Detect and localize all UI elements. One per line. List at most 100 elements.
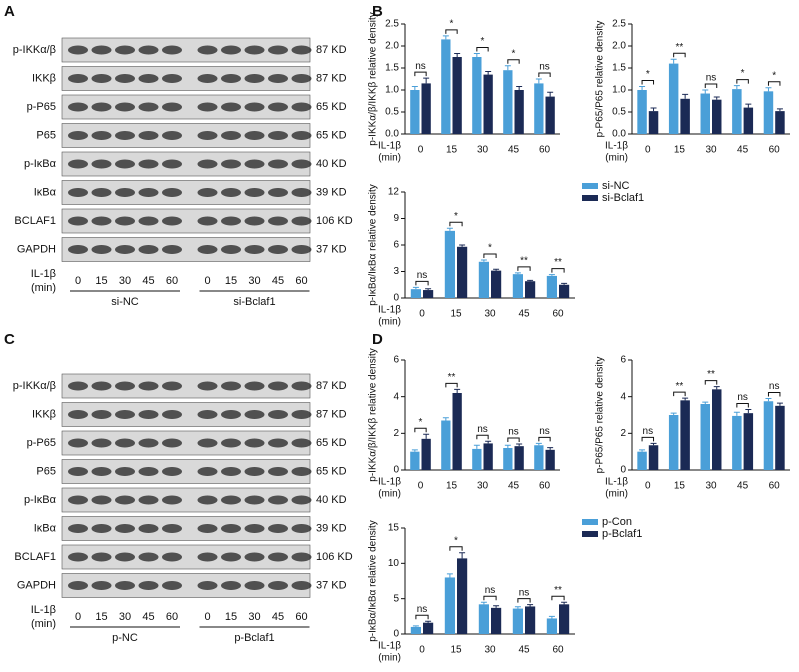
x-tick-label: 15 bbox=[450, 309, 462, 320]
blot-band bbox=[221, 45, 241, 55]
blot-band bbox=[115, 552, 135, 562]
blot-band bbox=[115, 524, 135, 533]
blot-band bbox=[68, 495, 88, 505]
y-tick-label: 0 bbox=[393, 465, 399, 476]
blot-band bbox=[268, 216, 288, 226]
x-tick-label: 30 bbox=[477, 481, 489, 492]
blot-band bbox=[268, 188, 288, 197]
blot-band bbox=[68, 524, 88, 533]
sig-label: ns bbox=[415, 61, 426, 72]
blot-band bbox=[197, 438, 218, 448]
blot-band bbox=[91, 216, 112, 226]
x-tick-label: 0 bbox=[419, 645, 425, 656]
y-tick-label: 1.5 bbox=[385, 63, 399, 74]
protein-label: IKKβ bbox=[32, 408, 56, 420]
blot-band bbox=[197, 552, 218, 562]
bar bbox=[514, 90, 524, 134]
bar bbox=[732, 89, 742, 134]
x-tick-label: 60 bbox=[769, 145, 781, 156]
protein-label: GAPDH bbox=[17, 243, 56, 255]
bar bbox=[423, 622, 434, 634]
y-tick-label: 2 bbox=[393, 428, 399, 439]
error-bar bbox=[547, 91, 554, 97]
bar bbox=[452, 393, 462, 470]
blot-band bbox=[162, 45, 182, 55]
sig-bracket bbox=[767, 81, 781, 86]
blot-band bbox=[162, 131, 182, 140]
sig-label: ns bbox=[508, 427, 519, 438]
bar bbox=[559, 284, 570, 298]
blot-band bbox=[162, 495, 182, 505]
bar bbox=[680, 98, 690, 134]
error-bar bbox=[485, 71, 492, 75]
sig-bracket bbox=[736, 403, 749, 408]
error-bar bbox=[485, 440, 492, 444]
blot-band bbox=[138, 131, 159, 140]
blot-band bbox=[68, 216, 88, 226]
bar bbox=[763, 91, 774, 134]
size-label: 37 KD bbox=[316, 579, 347, 591]
lane-time: 30 bbox=[248, 611, 260, 623]
y-tick-label: 2.0 bbox=[385, 41, 399, 52]
blot-band bbox=[221, 552, 241, 562]
blot-band bbox=[197, 102, 218, 112]
error-bar bbox=[514, 272, 521, 275]
sig-label: * bbox=[454, 535, 458, 546]
size-label: 40 KD bbox=[316, 158, 347, 170]
error-bar bbox=[670, 58, 677, 64]
sig-label: ** bbox=[554, 257, 562, 268]
bar bbox=[668, 63, 679, 134]
legend-label: si-NC bbox=[602, 180, 630, 192]
blot-band bbox=[91, 45, 112, 55]
size-label: 106 KD bbox=[316, 215, 353, 227]
blot-band bbox=[162, 216, 182, 226]
error-bar bbox=[473, 444, 480, 449]
blot-band bbox=[68, 467, 88, 476]
error-bar bbox=[423, 77, 430, 84]
size-label: 40 KD bbox=[316, 494, 347, 506]
panel-label: A bbox=[4, 3, 15, 20]
sig-bracket bbox=[551, 595, 565, 601]
legend-label: p-Con bbox=[602, 516, 632, 528]
sig-bracket bbox=[414, 71, 427, 77]
blot-band bbox=[268, 102, 288, 112]
sig-label: ** bbox=[676, 381, 684, 392]
x-tick-label: 15 bbox=[674, 145, 686, 156]
blot-band bbox=[291, 438, 312, 448]
blot-band bbox=[244, 188, 265, 197]
blot-band bbox=[68, 159, 88, 169]
blot-band bbox=[291, 74, 312, 83]
blot-band bbox=[221, 216, 241, 226]
x-axis-unit: (min) bbox=[378, 489, 401, 500]
blot-band bbox=[197, 245, 218, 254]
blot-band bbox=[68, 102, 88, 112]
blot-band bbox=[268, 74, 288, 83]
lane-time: 45 bbox=[142, 275, 154, 287]
size-label: 65 KD bbox=[316, 465, 347, 477]
blot-band bbox=[291, 245, 312, 254]
bar bbox=[441, 39, 451, 134]
x-tick-label: 15 bbox=[446, 145, 458, 156]
error-bar bbox=[670, 412, 677, 415]
group-label: si-Bclaf1 bbox=[233, 296, 275, 308]
blot-band bbox=[115, 216, 135, 226]
blot-band bbox=[268, 131, 288, 140]
bar bbox=[546, 618, 557, 634]
sig-label: * bbox=[512, 48, 516, 59]
x-tick-label: 45 bbox=[508, 481, 520, 492]
sig-label: ** bbox=[448, 372, 456, 383]
x-tick-label: 30 bbox=[484, 645, 496, 656]
size-label: 37 KD bbox=[316, 243, 347, 255]
error-bar bbox=[459, 552, 466, 559]
y-tick-label: 4 bbox=[620, 391, 626, 402]
blot-band bbox=[244, 216, 265, 226]
x-tick-label: 45 bbox=[737, 145, 749, 156]
blot-band bbox=[138, 159, 159, 169]
sig-bracket bbox=[449, 221, 463, 227]
blot-band bbox=[162, 410, 182, 419]
blot-band bbox=[138, 410, 159, 419]
sig-label: ** bbox=[707, 369, 715, 380]
bar bbox=[712, 389, 722, 470]
blot-band bbox=[91, 581, 112, 590]
blot-band bbox=[68, 188, 88, 197]
